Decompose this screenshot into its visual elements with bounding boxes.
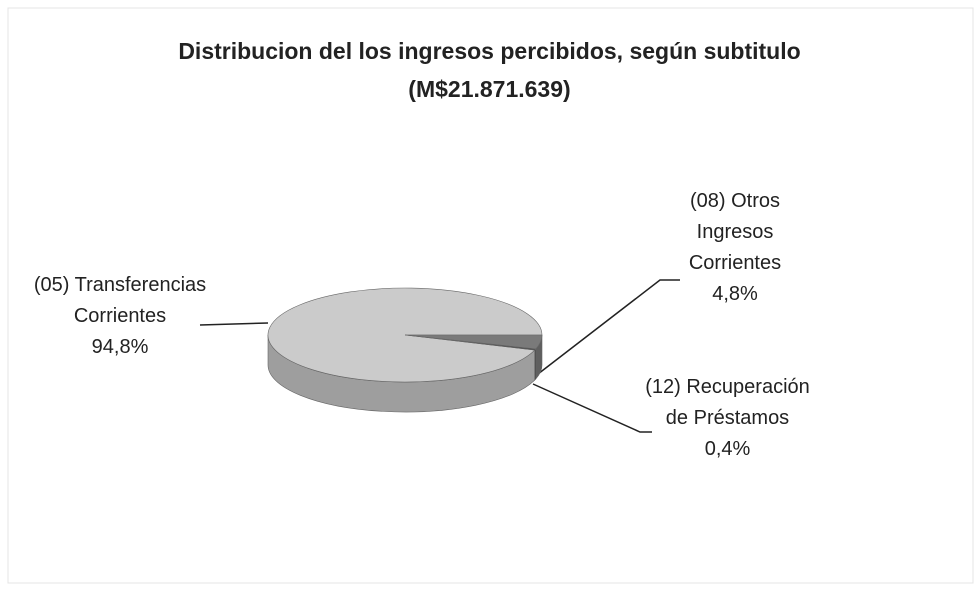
slice-label: (12) Recuperación de Préstamos 0,4%: [640, 372, 815, 465]
category-label: (08) Otros Ingresos Corrientes: [688, 190, 782, 274]
slice-label: (08) Otros Ingresos Corrientes 4,8%: [655, 186, 815, 310]
category-label: (05) Transferencias Corrientes: [33, 274, 207, 327]
leader-line: [532, 383, 652, 433]
value-label: 0,4%: [704, 438, 751, 460]
chart-title: Distribucion del los ingresos percibidos…: [178, 38, 801, 64]
value-label: 4,8%: [712, 283, 758, 305]
leader-line: [199, 322, 269, 326]
chart-border: [7, 7, 974, 584]
value-label: 94,8%: [91, 336, 149, 358]
chart-subtitle: (M$21.871.639): [408, 76, 571, 102]
slice: [404, 334, 537, 351]
leader-line: [537, 279, 680, 375]
slice-label: (05) Transferencias Corrientes 94,8%: [30, 270, 210, 363]
category-label: (12) Recuperación de Préstamos: [645, 376, 810, 429]
slice-side: [534, 348, 537, 381]
